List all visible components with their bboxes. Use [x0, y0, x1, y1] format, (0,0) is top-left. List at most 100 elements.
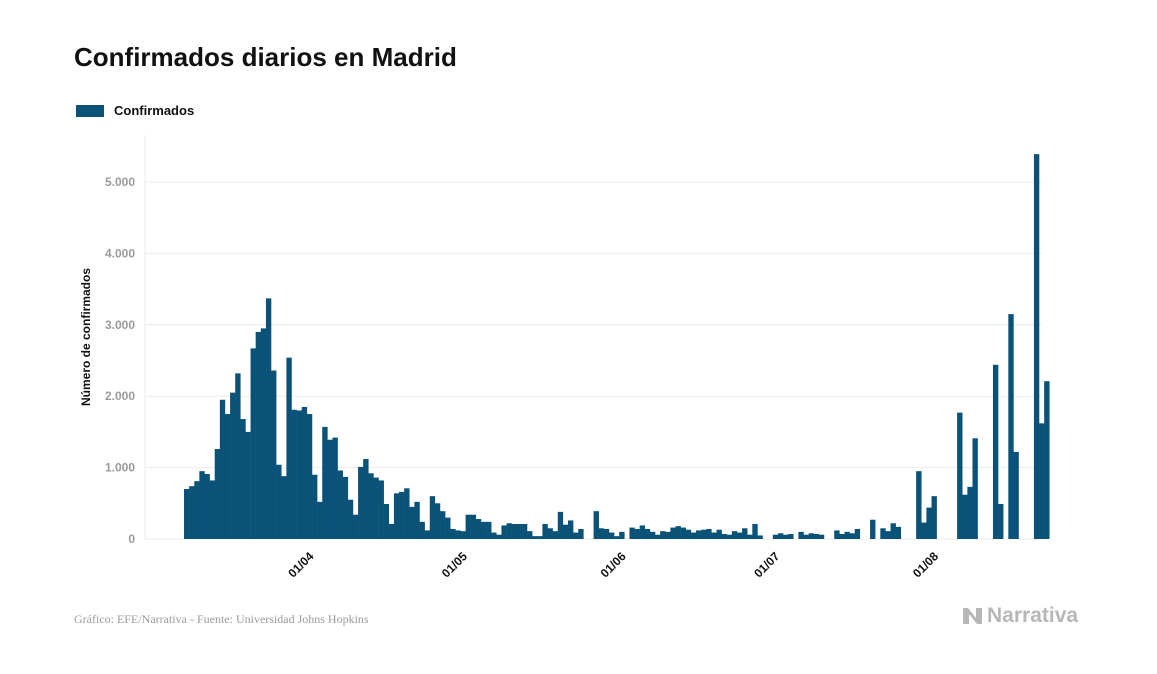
bar [731, 531, 738, 539]
bar [189, 486, 195, 539]
y-tick-label: 1.000 [105, 461, 135, 475]
bar [434, 503, 441, 539]
bar [655, 534, 661, 539]
bar [813, 534, 820, 539]
bar [368, 473, 374, 539]
bar [532, 536, 538, 539]
bar [506, 523, 512, 539]
bar [614, 536, 620, 539]
bar [931, 496, 937, 539]
bar [706, 529, 712, 539]
bar [972, 438, 978, 539]
bar [747, 534, 753, 539]
bar [603, 529, 610, 539]
bar [834, 530, 840, 539]
bar [373, 477, 379, 539]
bar [424, 530, 431, 539]
y-tick-label: 2.000 [105, 389, 135, 403]
bar [660, 531, 666, 539]
y-tick-label: 5.000 [105, 175, 135, 189]
bar [312, 474, 318, 539]
bar [470, 514, 477, 539]
bar [445, 517, 451, 539]
bar [736, 532, 743, 539]
y-tick-label: 4.000 [105, 246, 135, 260]
brand-name: Narrativa [987, 604, 1079, 627]
bar [849, 533, 855, 539]
bar [347, 499, 354, 539]
bar [992, 364, 999, 539]
bar [516, 524, 523, 539]
bar [926, 507, 932, 539]
bar [409, 506, 415, 539]
bar [276, 464, 282, 539]
bar [322, 426, 328, 539]
bar [557, 511, 564, 539]
bar [552, 531, 559, 539]
bar [726, 534, 733, 539]
bar [880, 528, 886, 539]
bar [675, 526, 681, 539]
bar [383, 504, 390, 539]
bar [281, 476, 287, 539]
bar [296, 410, 303, 539]
bar [235, 373, 241, 539]
bar [501, 525, 507, 539]
bar [1008, 314, 1014, 539]
bar [957, 412, 963, 539]
bar [1039, 423, 1045, 539]
bar [537, 536, 543, 539]
bar [562, 524, 569, 539]
bar [967, 486, 973, 539]
bar [783, 534, 789, 539]
bar [450, 529, 456, 539]
bar [998, 504, 1004, 539]
bar [301, 406, 308, 539]
bar [317, 501, 323, 539]
bar [291, 409, 297, 539]
bar [639, 525, 646, 539]
bar [619, 531, 625, 539]
bar [752, 524, 758, 539]
bar [696, 530, 702, 539]
legend-swatch [76, 104, 104, 117]
bar [224, 414, 231, 539]
bar [629, 527, 635, 539]
bar [491, 532, 497, 539]
bar [649, 531, 656, 539]
chart-title: Confirmados diarios en Madrid [74, 42, 457, 72]
bar [803, 534, 809, 539]
bar [578, 529, 584, 539]
bar [772, 534, 779, 539]
bar [404, 488, 410, 539]
bar [455, 530, 461, 539]
bar [337, 470, 343, 539]
bar [598, 528, 605, 539]
bar [332, 437, 338, 539]
bar [916, 471, 922, 539]
bar [573, 532, 579, 539]
bar [388, 524, 395, 539]
x-tick-label: 01/05 [439, 549, 470, 580]
bar [240, 419, 246, 539]
bar [593, 511, 599, 539]
x-tick-labels: 01/04 01/05 01/06 01/07 01/08 [285, 549, 941, 580]
bar [271, 370, 277, 539]
bar [184, 489, 190, 539]
bar [808, 533, 815, 539]
bar [194, 481, 200, 539]
y-tick-label: 3.000 [105, 318, 135, 332]
bar [721, 534, 727, 539]
bar [255, 331, 262, 539]
bar [245, 431, 251, 539]
bar [399, 491, 405, 539]
bar [363, 459, 369, 539]
x-tick-label: 01/04 [285, 549, 316, 580]
y-tick-labels: 0 1.000 2.000 3.000 4.000 5.000 [105, 175, 135, 546]
bar [260, 328, 267, 539]
y-axis-label: Número de confirmados [79, 268, 93, 406]
x-tick-label: 01/07 [751, 549, 782, 580]
bar [839, 534, 845, 539]
bar [209, 480, 215, 539]
bar [788, 534, 794, 539]
